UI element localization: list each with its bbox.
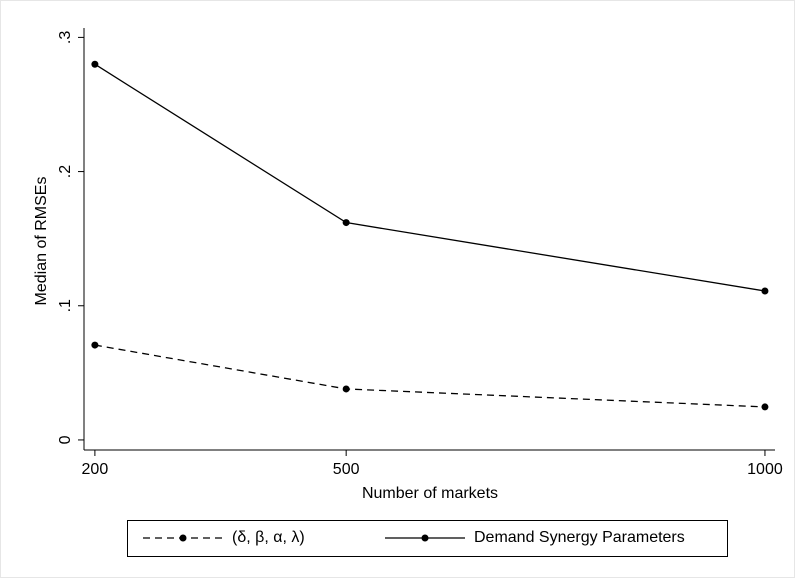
point bbox=[91, 60, 99, 68]
y-axis-title: Median of RMSEs bbox=[33, 177, 50, 306]
legend-marker bbox=[421, 534, 429, 542]
point bbox=[761, 287, 769, 295]
y-tick-label: .3 bbox=[57, 31, 74, 44]
y-tick-label: .2 bbox=[57, 165, 74, 178]
legend-marker bbox=[179, 534, 187, 542]
x-tick-label: 200 bbox=[82, 461, 109, 478]
point bbox=[342, 219, 350, 227]
point bbox=[91, 341, 99, 349]
x-axis-title: Number of markets bbox=[362, 485, 498, 502]
point bbox=[761, 403, 769, 411]
y-tick-label: .1 bbox=[57, 299, 74, 312]
x-tick-label: 1000 bbox=[747, 461, 783, 478]
legend-label: Demand Synergy Parameters bbox=[474, 529, 685, 546]
point bbox=[342, 385, 350, 393]
y-tick-label: 0 bbox=[57, 435, 74, 444]
x-tick-label: 500 bbox=[333, 461, 360, 478]
legend-label: (δ, β, α, λ) bbox=[232, 529, 305, 546]
